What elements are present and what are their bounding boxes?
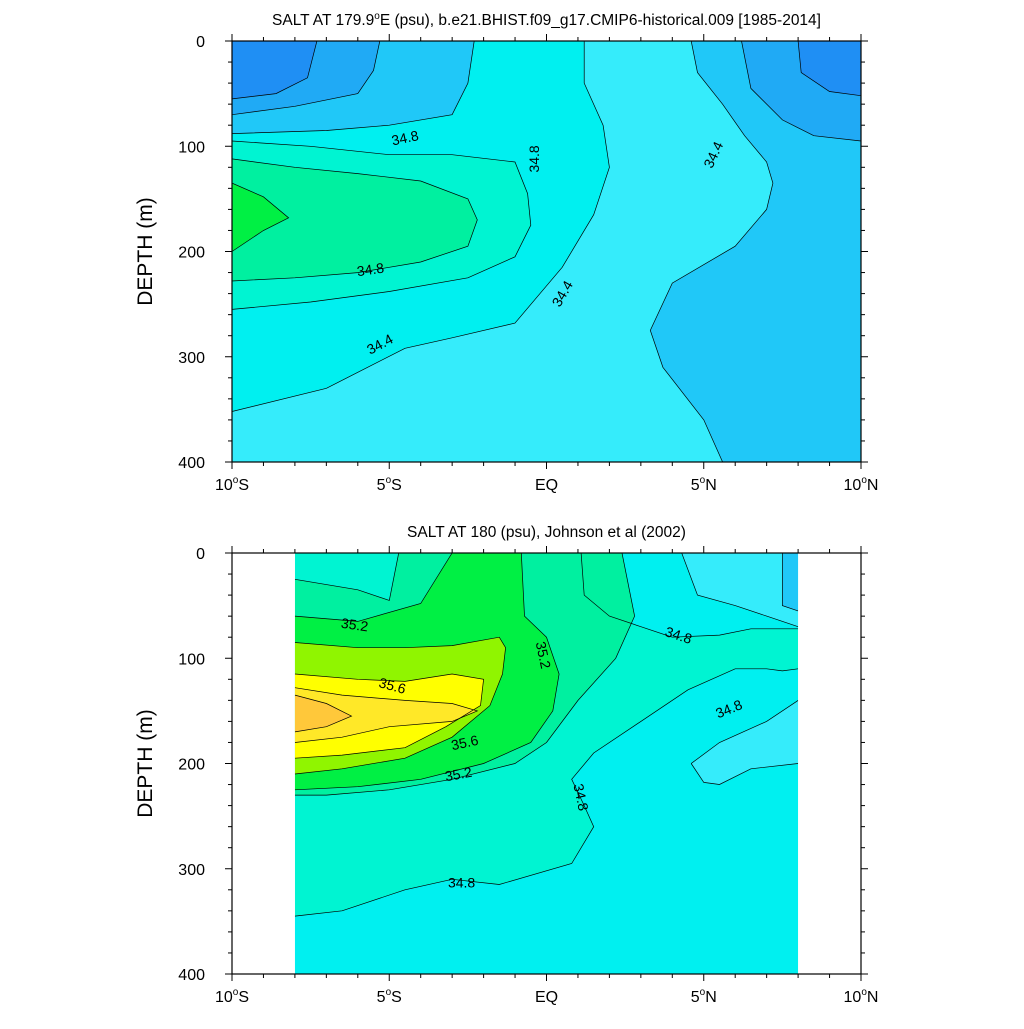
contour-line <box>232 41 381 116</box>
y-tick-label: 400 <box>178 967 205 984</box>
x-tick-label: EQ <box>535 477 558 494</box>
contour-label-text: 35.2 <box>533 640 554 670</box>
contour-label-text: 34.8 <box>526 145 542 172</box>
contour-line <box>232 140 532 310</box>
contour-line <box>294 673 484 759</box>
contour-region-c34_0 <box>232 41 317 99</box>
x-tick-label: 10oS <box>215 987 249 1006</box>
y-tick-label: 0 <box>196 546 205 563</box>
y-tick-label: 200 <box>178 245 205 262</box>
panel-2: SALT AT 180 (psu), Johnson et al (2002) 3… <box>134 524 878 1006</box>
contour-region-c36_2 <box>294 695 352 732</box>
contour-label-text: 34.8 <box>570 782 591 812</box>
contour-line <box>232 41 475 134</box>
contour-label-text: 34.8 <box>390 127 420 148</box>
contour-label: 34.8 <box>356 260 385 280</box>
y-tick-label: 300 <box>178 350 205 367</box>
y-tick-label: 0 <box>196 34 205 51</box>
contour-label: 35.6 <box>377 674 408 697</box>
y-axis-label: DEPTH (m) <box>134 197 157 306</box>
y-tick-label: 100 <box>178 139 205 156</box>
contour-line <box>294 553 635 796</box>
contour-line <box>690 700 799 764</box>
contour-line <box>681 553 799 628</box>
contour-line <box>782 553 799 612</box>
contour-fills <box>294 553 799 974</box>
contour-region-c36_0 <box>294 687 478 743</box>
contour-label-text: 34.8 <box>448 874 475 890</box>
contour-label-text: 35.2 <box>444 764 474 785</box>
x-tick-label: 5oS <box>377 987 402 1006</box>
contour-region-c34_0 <box>798 41 861 96</box>
contour-lines <box>232 41 861 462</box>
contour-region-c34_4 <box>587 41 861 462</box>
contour-line <box>294 668 799 917</box>
ticks <box>225 546 868 981</box>
contour-line <box>232 41 610 412</box>
y-tick-label: 100 <box>178 651 205 668</box>
contour-line <box>690 763 799 785</box>
y-tick-label: 300 <box>178 862 205 879</box>
x-tick-label: 5oN <box>691 987 717 1006</box>
y-tick-label: 400 <box>178 455 205 472</box>
contour-label-text: 35.6 <box>377 674 408 697</box>
x-tick-label: EQ <box>535 989 558 1006</box>
contour-line <box>294 687 479 743</box>
contour-line <box>580 553 799 638</box>
contour-region-c34_4 <box>782 553 799 611</box>
contour-label: 34.8 <box>448 874 475 890</box>
contour-label: 35.2 <box>444 764 474 785</box>
panel-1: SALT AT 179.9oE (psu), b.e21.BHIST.f09_g… <box>134 11 878 494</box>
contour-label: 35.2 <box>533 640 554 670</box>
contour-label: 35.2 <box>340 615 369 635</box>
contour-line <box>797 41 861 97</box>
contour-line <box>232 41 318 100</box>
x-tick-label: 5oS <box>377 475 402 494</box>
contour-label-text: 35.2 <box>340 615 369 635</box>
contour-line <box>294 553 400 601</box>
contour-line <box>294 636 506 775</box>
x-tick-label: 10oN <box>844 987 879 1006</box>
contour-line <box>649 41 774 462</box>
panel-title: SALT AT 180 (psu), Johnson et al (2002) <box>407 524 686 541</box>
x-tick-label: 10oS <box>215 475 249 494</box>
contour-line <box>232 158 478 282</box>
contour-line <box>294 694 353 733</box>
contour-label: 35.6 <box>450 732 480 753</box>
contour-line <box>232 182 290 252</box>
contour-label: 34.8 <box>526 145 542 172</box>
contour-label-text: 34.8 <box>356 260 385 280</box>
contour-fills <box>232 41 861 462</box>
x-tick-label: 10oN <box>844 475 879 494</box>
contour-region-c34_6 <box>691 700 799 785</box>
contour-line <box>294 553 560 791</box>
contour-region-c34_6 <box>681 553 799 627</box>
contour-line <box>294 553 453 622</box>
contour-region-c35_2 <box>232 158 478 281</box>
contour-region-c34_8 <box>294 668 799 974</box>
ticks <box>225 34 868 469</box>
y-axis-label: DEPTH (m) <box>134 709 157 818</box>
contour-label-text: 35.6 <box>450 732 480 753</box>
contour-label: 34.8 <box>570 782 591 812</box>
contour-line <box>741 41 861 142</box>
contour-label: 34.8 <box>390 127 420 148</box>
x-tick-label: 5oN <box>691 475 717 494</box>
y-tick-label: 200 <box>178 757 205 774</box>
panel-title: SALT AT 179.9oE (psu), b.e21.BHIST.f09_g… <box>272 11 821 29</box>
contour-region-c35_4 <box>232 183 289 252</box>
contour-lines <box>294 553 799 917</box>
